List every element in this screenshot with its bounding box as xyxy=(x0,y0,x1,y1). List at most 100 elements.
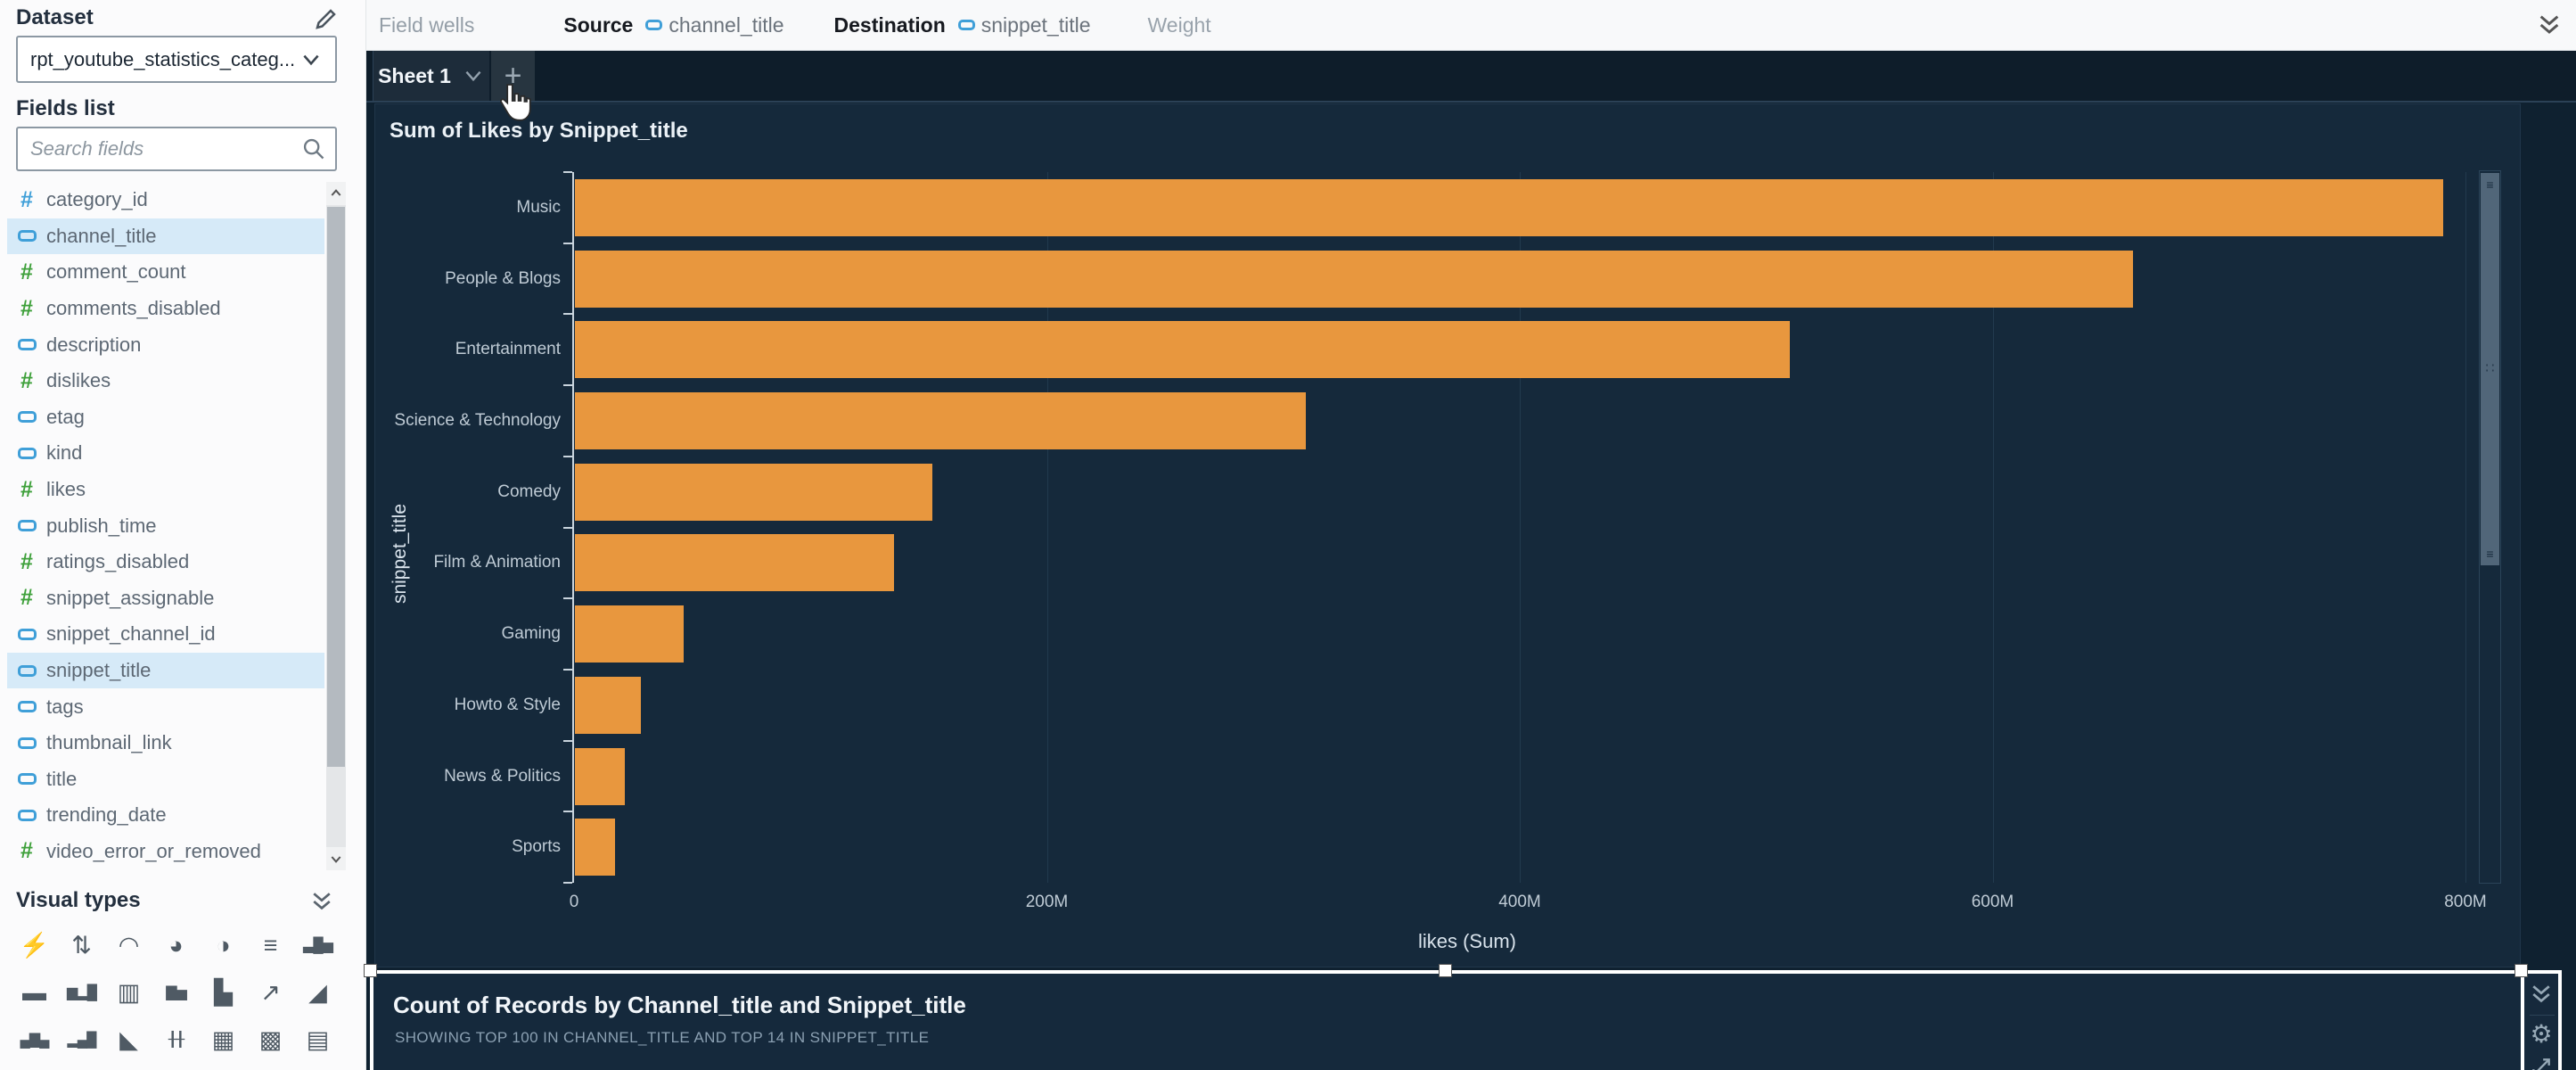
chart-vertical-scrollbar[interactable]: ≡ ∷ ≡ xyxy=(2479,170,2501,884)
bar[interactable] xyxy=(575,321,1791,379)
field-item-likes[interactable]: # likes xyxy=(7,472,324,508)
numeric-measure-icon: # xyxy=(21,476,33,502)
area-line-chart-icon[interactable]: ◣ xyxy=(119,1026,138,1053)
bar[interactable] xyxy=(575,250,2133,308)
field-item-etag[interactable]: etag xyxy=(7,399,324,436)
scroll-up-icon[interactable] xyxy=(326,182,346,205)
field-item-snippet_assignable[interactable]: # snippet_assignable xyxy=(7,580,324,617)
field-label: trending_date xyxy=(46,803,167,827)
field-item-dislikes[interactable]: # dislikes xyxy=(7,363,324,399)
field-item-snippet_title[interactable]: snippet_title xyxy=(7,652,324,689)
field-item-channel_title[interactable]: channel_title xyxy=(7,218,324,255)
pivot-table-icon[interactable]: ▩ xyxy=(258,1026,283,1053)
gauge-chart-icon[interactable]: ◠ xyxy=(118,932,140,959)
bar[interactable] xyxy=(575,676,642,734)
donut-chart-icon[interactable]: ◕ xyxy=(168,932,184,959)
vertical-bar-clustered-chart-icon[interactable]: ▆▂█ xyxy=(67,984,97,1000)
category-label: Music xyxy=(516,197,561,217)
field-item-trending_date[interactable]: trending_date xyxy=(7,797,324,834)
y-axis-tick xyxy=(563,313,572,316)
bar[interactable] xyxy=(575,534,895,592)
resize-handle-top-right[interactable] xyxy=(2514,964,2528,977)
vertical-stacked-bar-chart-icon[interactable]: ▇▅ xyxy=(166,984,187,1000)
area-chart-icon[interactable]: ◢ xyxy=(308,979,327,1006)
add-sheet-button[interactable]: + xyxy=(491,51,535,101)
visual-expand-icon[interactable] xyxy=(2524,1056,2558,1070)
combo-bar-line-chart-icon[interactable]: ▄▇▄ xyxy=(20,1032,50,1048)
sheet-tab-bar: Sheet 1 + xyxy=(366,51,2576,103)
destination-field-chip[interactable]: snippet_title xyxy=(957,13,1091,37)
category-label: Comedy xyxy=(497,482,561,501)
field-item-title[interactable]: title xyxy=(7,761,324,798)
tab-sheet-1[interactable]: Sheet 1 xyxy=(373,51,489,101)
collapse-field-wells-icon[interactable] xyxy=(2535,11,2565,39)
field-label: snippet_assignable xyxy=(46,586,215,609)
gridline xyxy=(1520,172,1521,883)
heat-map-icon[interactable]: ▦ xyxy=(211,1026,235,1053)
fields-search-box xyxy=(16,127,337,171)
text-dimension-icon xyxy=(7,411,46,424)
bar[interactable] xyxy=(575,747,625,805)
field-item-kind[interactable]: kind xyxy=(7,435,324,472)
vertical-bar-chart-icon[interactable]: ▃█▅ xyxy=(303,937,333,953)
field-item-video_error_or_removed[interactable]: # video_error_or_removed xyxy=(7,834,324,870)
dataset-selector[interactable]: rpt_youtube_statistics_categ... xyxy=(16,36,337,83)
category-label: Entertainment xyxy=(455,340,561,359)
box-plot-icon[interactable]: ╂╂ xyxy=(168,1032,185,1048)
horizontal-stacked-100-bar-chart-icon[interactable]: ▥ xyxy=(117,979,141,1006)
fields-scrollbar-thumb[interactable] xyxy=(327,207,345,767)
search-input[interactable] xyxy=(30,137,301,160)
bar[interactable] xyxy=(575,463,932,521)
bar-chart-visual[interactable]: Sum of Likes by Snippet_title snippet_ti… xyxy=(374,103,2521,967)
field-item-category_id[interactable]: # category_id xyxy=(7,182,324,218)
horizontal-bar-chart-icon[interactable]: ▬ xyxy=(22,979,46,1006)
kpi-icon[interactable]: ⇅ xyxy=(71,932,92,959)
table-icon[interactable]: ▤ xyxy=(306,1026,330,1053)
field-item-description[interactable]: description xyxy=(7,326,324,363)
y-axis-tick xyxy=(563,811,572,813)
field-item-publish_time[interactable]: publish_time xyxy=(7,507,324,544)
field-label: comments_disabled xyxy=(46,297,221,320)
line-chart-icon[interactable]: ↗ xyxy=(260,979,281,1006)
field-label: category_id xyxy=(46,188,148,211)
bar[interactable] xyxy=(575,178,2443,236)
field-item-comments_disabled[interactable]: # comments_disabled xyxy=(7,291,324,327)
waterfall-chart-icon[interactable]: ▙ xyxy=(214,979,233,1006)
sheet-menu-chevron-icon[interactable] xyxy=(462,64,485,87)
field-item-ratings_disabled[interactable]: # ratings_disabled xyxy=(7,544,324,580)
numeric-measure-icon: # xyxy=(21,838,33,864)
chevron-down-icon xyxy=(303,54,319,65)
search-icon xyxy=(303,138,324,160)
combo-clustered-chart-icon[interactable]: ▂▄█ xyxy=(67,1032,97,1048)
auto-graph-icon[interactable]: ⚡ xyxy=(19,932,50,959)
category-label: News & Politics xyxy=(444,766,561,786)
resize-handle-top-left[interactable] xyxy=(364,964,377,977)
collapse-visual-types-icon[interactable] xyxy=(308,888,339,915)
field-item-snippet_channel_id[interactable]: snippet_channel_id xyxy=(7,616,324,653)
count-of-records-visual[interactable]: Count of Records by Channel_title and Sn… xyxy=(370,970,2521,1070)
category-label: Science & Technology xyxy=(394,410,561,430)
bar[interactable] xyxy=(575,819,616,877)
bar[interactable] xyxy=(575,391,1306,449)
visual-settings-gear-icon[interactable]: ⚙ xyxy=(2530,1020,2553,1048)
fields-list-scrollbar[interactable] xyxy=(326,182,346,870)
resize-handle-top-center[interactable] xyxy=(1439,964,1452,977)
horizontal-stacked-bar-chart-icon[interactable]: ≡ xyxy=(263,932,278,959)
text-dimension-icon xyxy=(7,664,46,677)
category-label: Sports xyxy=(512,837,561,857)
scroll-down-icon[interactable] xyxy=(326,847,346,870)
field-item-comment_count[interactable]: # comment_count xyxy=(7,254,324,291)
category-label: People & Blogs xyxy=(445,268,561,288)
y-axis-tick xyxy=(563,455,572,457)
pie-chart-icon[interactable]: ◑ xyxy=(216,932,231,959)
field-label: ratings_disabled xyxy=(46,550,190,573)
field-item-thumbnail_link[interactable]: thumbnail_link xyxy=(7,725,324,761)
bar[interactable] xyxy=(575,605,684,663)
source-field-chip[interactable]: channel_title xyxy=(645,13,784,37)
numeric-measure-icon: # xyxy=(21,585,33,611)
field-item-tags[interactable]: tags xyxy=(7,688,324,725)
weight-well-label: Weight xyxy=(1147,12,1211,37)
edit-dataset-pencil-icon[interactable] xyxy=(310,4,342,36)
visual-menu-chevrons-icon[interactable] xyxy=(2524,981,2558,1008)
chart-scrollbar-thumb[interactable]: ≡ ∷ ≡ xyxy=(2481,173,2499,565)
